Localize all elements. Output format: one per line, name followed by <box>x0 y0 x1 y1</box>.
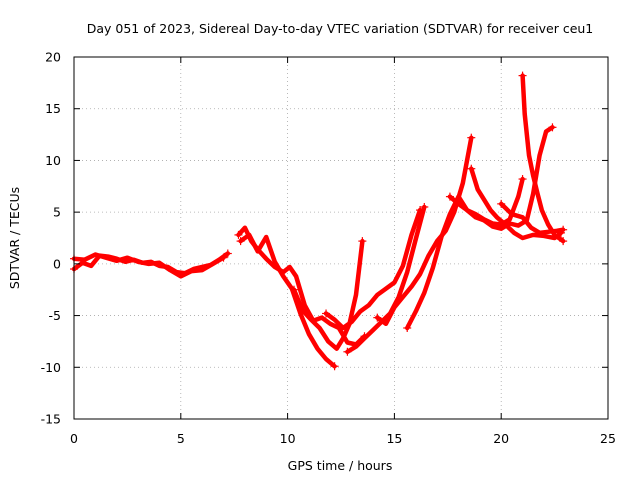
series-line <box>447 176 525 227</box>
series-sat-m <box>518 71 568 246</box>
series-line <box>71 252 226 279</box>
y-tick-label: -15 <box>41 412 61 427</box>
series-sat-j <box>445 175 527 227</box>
series-line <box>345 204 427 355</box>
x-tick-label: 15 <box>386 431 402 446</box>
series-sat-e <box>290 237 367 351</box>
y-tick-label: 20 <box>45 50 61 65</box>
series-sat-l <box>497 199 568 236</box>
series-sat-g <box>343 202 429 356</box>
x-tick-label: 25 <box>600 431 616 446</box>
y-tick-label: 5 <box>53 205 61 220</box>
data-series-layer <box>70 71 568 371</box>
x-tick-label: 5 <box>177 431 185 446</box>
series-line <box>238 232 337 369</box>
y-axis-label: SDTVAR / TECUs <box>7 187 22 289</box>
y-tick-label: 15 <box>45 101 61 116</box>
x-axis-label: GPS time / hours <box>288 458 393 473</box>
x-axis: 0 5 10 15 20 25 <box>70 57 616 446</box>
x-tick-label: 0 <box>70 431 78 446</box>
y-tick-label: 0 <box>53 256 61 271</box>
x-tick-label: 20 <box>493 431 509 446</box>
series-line <box>323 207 423 331</box>
series-sat-f <box>322 206 425 331</box>
series-sat-d <box>236 232 339 371</box>
series-line <box>469 166 564 241</box>
y-axis: -15 -10 -5 0 5 10 15 20 <box>41 50 608 427</box>
chart-title: Day 051 of 2023, Sidereal Day-to-day VTE… <box>87 21 594 36</box>
series-line <box>498 201 566 236</box>
series-line <box>520 73 566 244</box>
series-line <box>291 238 365 351</box>
x-tick-label: 10 <box>280 431 296 446</box>
y-tick-label: 10 <box>45 153 61 168</box>
y-tick-label: -10 <box>41 360 61 375</box>
plot-frame <box>73 56 609 420</box>
y-tick-label: -5 <box>49 308 61 323</box>
